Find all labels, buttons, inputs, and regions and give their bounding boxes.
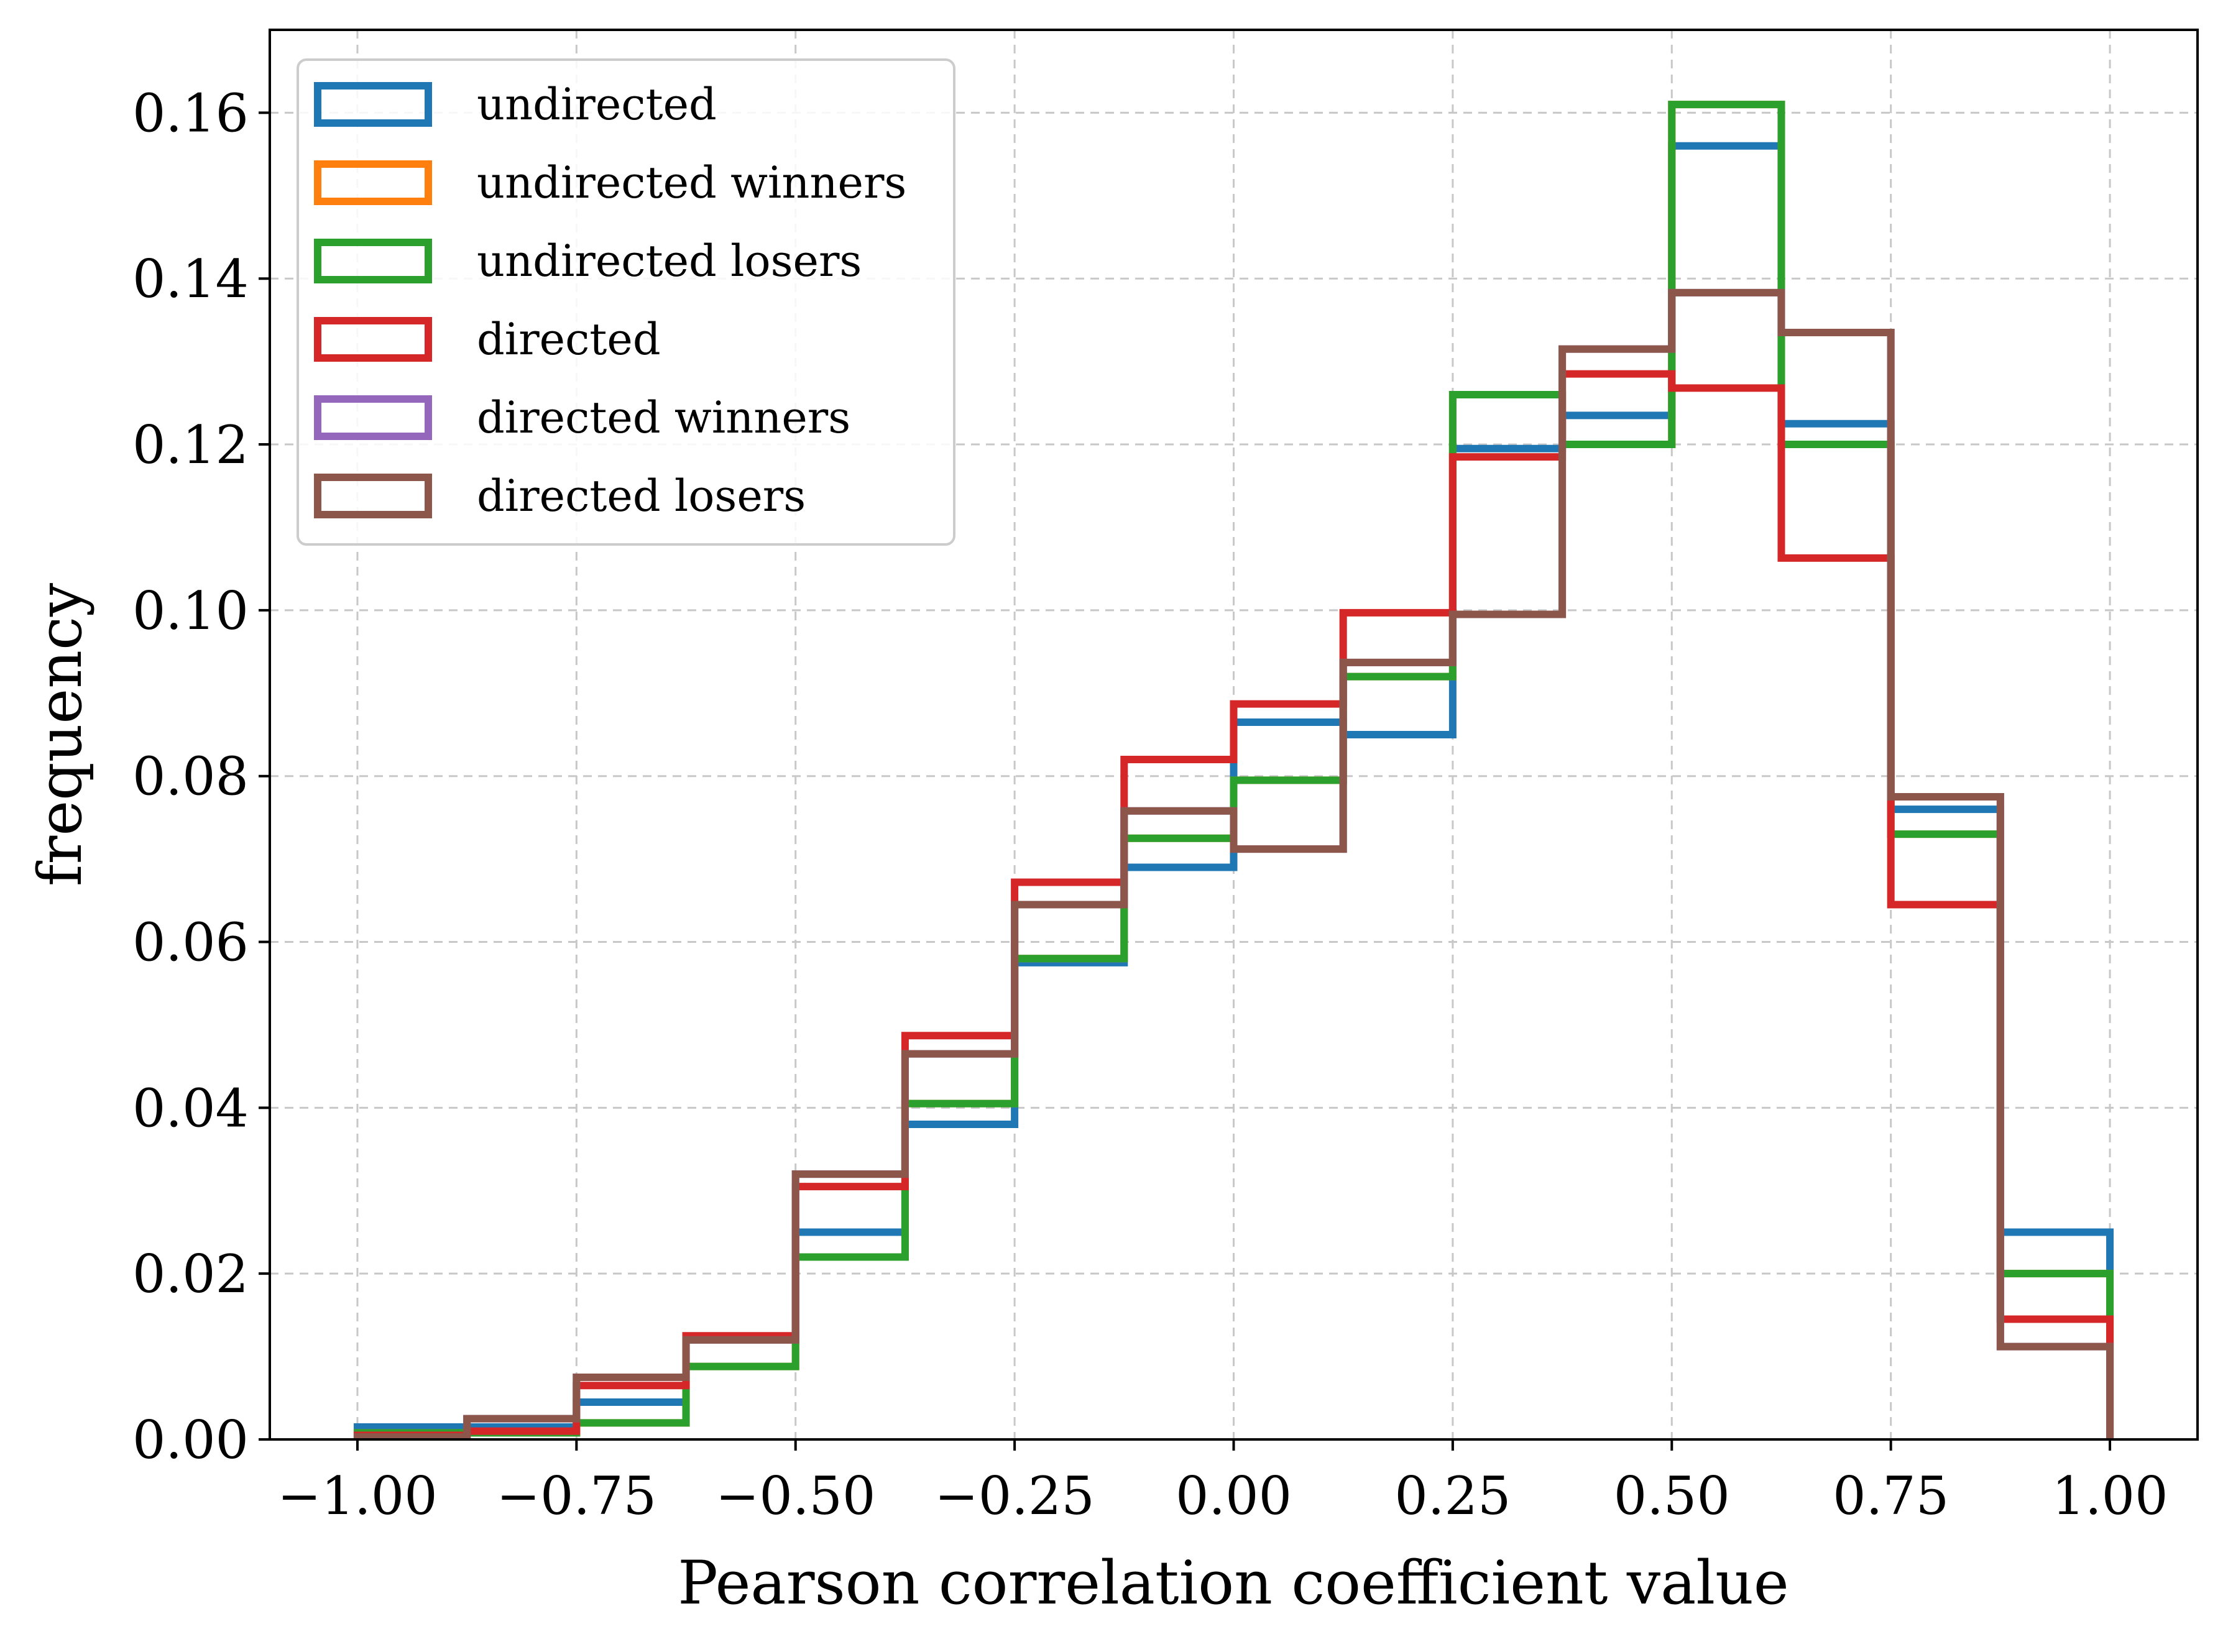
x-tick-label: −0.50: [716, 1466, 875, 1526]
x-tick-label: 0.50: [1614, 1466, 1730, 1526]
series-directed-step-line: [353, 370, 2114, 1439]
legend-swatch-directed-winners: [314, 395, 432, 440]
legend: undirected undirected winners undirected l…: [297, 58, 955, 546]
y-axis-ticks: 0.00 0.02 0.04 0.06 0.08 0.10 0.12 0.14 0.16: [132, 83, 270, 1471]
y-tick-label: 0.12: [132, 415, 249, 475]
legend-swatch-undirected: [314, 82, 432, 127]
legend-swatch-undirected-winners: [314, 160, 432, 205]
x-tick-label: 0.75: [1833, 1466, 1949, 1526]
x-tick-label: −1.00: [277, 1466, 437, 1526]
legend-swatch-directed-losers: [314, 474, 432, 518]
x-tick-label: −0.75: [497, 1466, 656, 1526]
legend-swatch-directed: [314, 317, 432, 362]
y-axis-label: frequency: [25, 583, 95, 886]
y-tick-label: 0.02: [132, 1244, 249, 1305]
x-tick-label: 0.00: [1176, 1466, 1292, 1526]
series-directed-losers-step-line: [353, 288, 2114, 1441]
series-group: [353, 101, 2114, 1441]
legend-label-undirected: undirected: [477, 79, 717, 130]
y-tick-label: 0.08: [132, 746, 249, 807]
legend-swatch-undirected-losers: [314, 239, 432, 283]
y-tick-label: 0.04: [132, 1078, 249, 1139]
legend-label-undirected-losers: undirected losers: [477, 236, 862, 287]
x-tick-label: 0.25: [1394, 1466, 1511, 1526]
y-tick-label: 0.14: [132, 249, 249, 310]
x-tick-label: 1.00: [2052, 1466, 2168, 1526]
y-tick-label: 0.00: [132, 1410, 249, 1471]
series-undirected-losers-step-line: [353, 101, 2114, 1439]
legend-label-directed: directed: [477, 314, 661, 365]
legend-label-directed-winners: directed winners: [477, 392, 850, 443]
legend-label-undirected-winners: undirected winners: [477, 157, 906, 208]
x-axis-label: Pearson correlation coefficient value: [678, 1548, 1788, 1618]
y-tick-label: 0.10: [132, 580, 249, 641]
legend-box: [297, 58, 955, 546]
x-axis-ticks: −1.00 −0.75 −0.50 −0.25 0.00 0.25 0.50 0.75 1.00: [277, 1439, 2168, 1526]
x-tick-label: −0.25: [934, 1466, 1094, 1526]
legend-label-directed-losers: directed losers: [477, 470, 806, 521]
y-tick-label: 0.16: [132, 83, 249, 144]
y-tick-label: 0.06: [132, 912, 249, 973]
